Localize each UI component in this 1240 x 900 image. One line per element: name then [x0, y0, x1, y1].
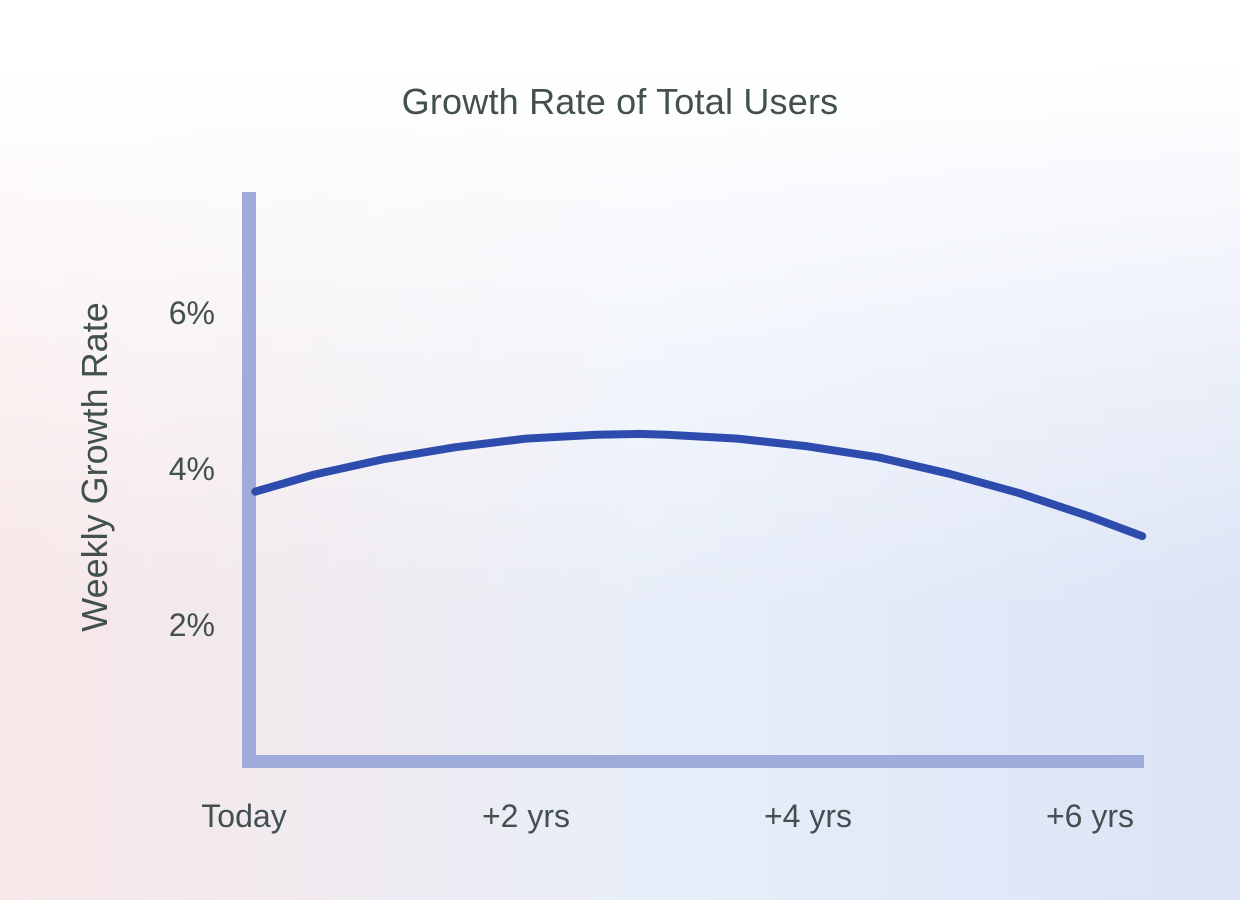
y-axis-label: Weekly Growth Rate	[74, 302, 115, 632]
x-tick-plus2yrs: +2 yrs	[481, 798, 571, 834]
y-tick-2pct: 2%	[168, 607, 215, 643]
axes	[242, 192, 1144, 768]
y-tick-4pct: 4%	[168, 451, 215, 487]
x-tick-plus6yrs: +6 yrs	[1045, 798, 1135, 834]
chart-title: Growth Rate of Total Users	[401, 81, 839, 122]
x-tick-plus4yrs: +4 yrs	[763, 798, 853, 834]
y-tick-6pct: 6%	[168, 295, 215, 331]
x-tick-today: Today	[201, 798, 287, 834]
